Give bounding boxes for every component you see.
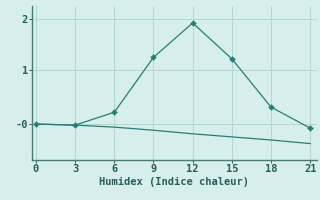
X-axis label: Humidex (Indice chaleur): Humidex (Indice chaleur): [100, 177, 249, 187]
